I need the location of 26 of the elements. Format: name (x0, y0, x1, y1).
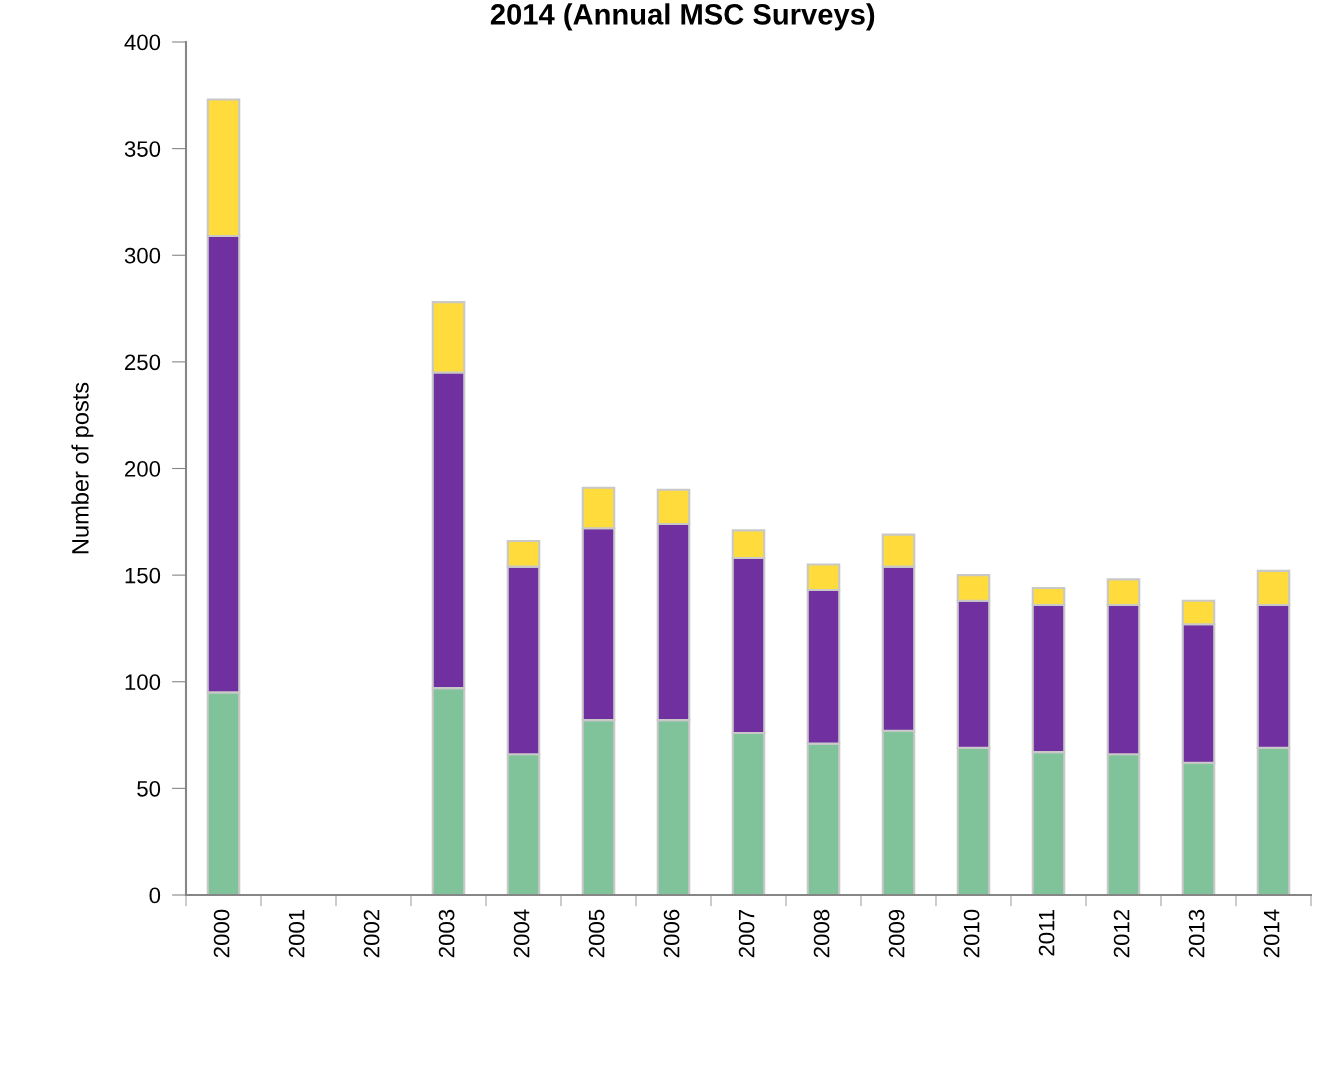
y-axis-title: Number of posts (71, 382, 94, 554)
chart-title: 2014 (Annual MSC Surveys) (490, 3, 875, 31)
y-tick-label: 350 (124, 141, 161, 157)
x-tick-label: 2010 (963, 909, 980, 958)
x-tick-label: 2008 (813, 909, 830, 958)
y-tick-label: 150 (125, 567, 161, 584)
x-tick-label: 2003 (438, 909, 455, 958)
x-tick-label: 2002 (363, 910, 380, 958)
y-tick-label: 200 (125, 461, 161, 477)
x-tick-label: 2012 (1113, 910, 1130, 958)
x-tick-label: 2009 (888, 909, 905, 958)
x-tick-label: 2001 (288, 909, 305, 958)
x-tick-label: 2011 (1038, 909, 1055, 956)
x-tick-label: 2004 (513, 909, 530, 958)
x-tick-label: 2000 (213, 909, 230, 958)
y-tick-label: 400 (124, 34, 161, 51)
x-tick-label: 2014 (1263, 909, 1280, 958)
y-tick-label: 300 (124, 247, 161, 264)
y-tick-label: 100 (125, 674, 161, 691)
y-tick-label: 0 (149, 887, 161, 904)
x-tick-label: 2013 (1188, 909, 1205, 958)
y-tick-label: 50 (137, 780, 161, 797)
x-tick-label: 2006 (663, 909, 680, 958)
x-tick-label: 2005 (588, 909, 605, 958)
y-tick-label: 250 (125, 354, 161, 371)
x-tick-label: 2007 (738, 910, 755, 958)
